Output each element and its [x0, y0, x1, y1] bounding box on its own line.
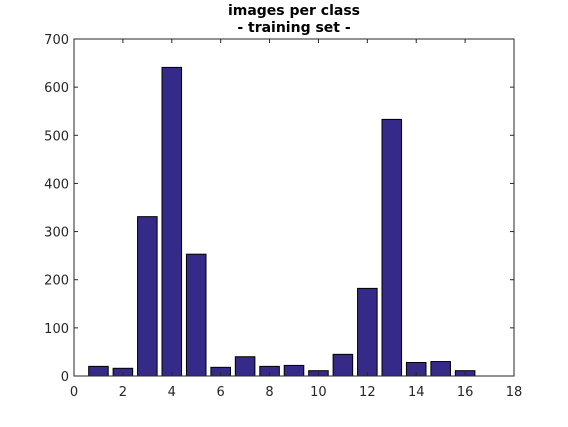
bar-class-1: [88, 365, 109, 377]
x-tick-label-0: 0: [70, 385, 78, 400]
y-tick-label-600: 600: [44, 81, 69, 96]
bar-class-12: [357, 287, 378, 377]
y-tick-label-500: 500: [44, 129, 69, 144]
chart-title-line-1: images per class: [228, 3, 360, 19]
chart-title-line-2: - training set -: [237, 20, 351, 36]
x-tick-label-8: 8: [265, 385, 273, 400]
bar-class-13: [381, 118, 403, 377]
plot-area-frame: [73, 38, 515, 377]
x-tick-label-6: 6: [217, 385, 225, 400]
bars-layer: [88, 66, 476, 377]
y-tick-label-100: 100: [44, 322, 69, 337]
bar-class-5: [185, 253, 207, 377]
bar-class-15: [430, 361, 451, 377]
bar-class-11: [332, 353, 354, 377]
bar-class-4: [161, 66, 183, 377]
y-tick-label-300: 300: [44, 226, 69, 241]
bar-class-3: [137, 216, 158, 377]
y-tick-label-400: 400: [44, 177, 69, 192]
x-tick-label-18: 18: [506, 385, 523, 400]
x-tick-label-10: 10: [310, 385, 327, 400]
y-tick-label-200: 200: [44, 274, 69, 289]
x-tick-label-2: 2: [119, 385, 127, 400]
y-tick-label-0: 0: [61, 370, 69, 385]
x-tick-label-16: 16: [457, 385, 474, 400]
x-tick-label-12: 12: [359, 385, 376, 400]
bar-class-7: [234, 356, 256, 377]
x-tick-label-14: 14: [408, 385, 425, 400]
ticks-layer: 0 2 4 6 8 10 12 14 16 18 0 100 200 300 400 500 600 700: [44, 33, 522, 400]
y-tick-label-700: 700: [44, 33, 69, 48]
bar-class-9: [283, 364, 305, 377]
x-tick-label-4: 4: [168, 385, 176, 400]
